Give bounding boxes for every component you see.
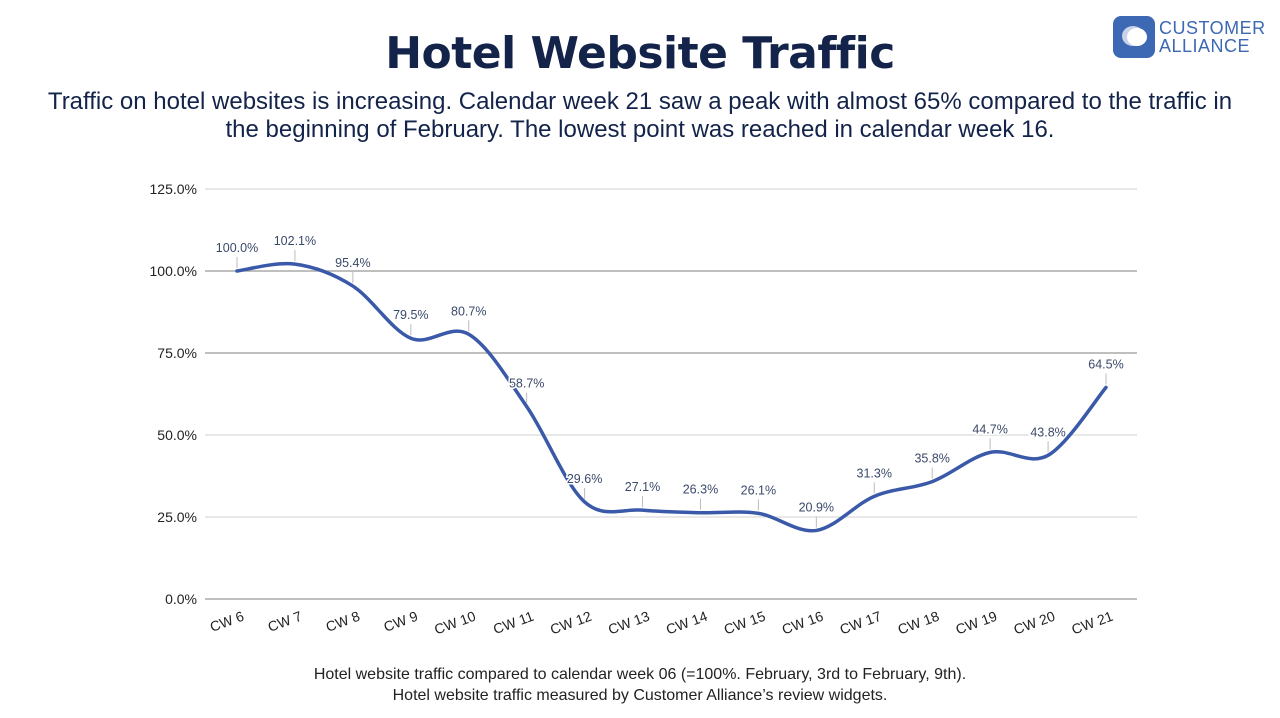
chart-subtitle: Traffic on hotel websites is increasing.…	[47, 88, 1233, 143]
y-tick-label: 50.0%	[157, 427, 197, 443]
y-tick-label: 125.0%	[150, 181, 197, 197]
data-label: 44.7%	[972, 422, 1007, 436]
footnote-line1: Hotel website traffic compared to calend…	[313, 666, 967, 683]
x-tick-label: CW 8	[324, 608, 363, 635]
x-tick-label: CW 17	[838, 608, 884, 638]
x-tick-label: CW 7	[266, 608, 305, 635]
x-tick-label: CW 14	[664, 608, 710, 638]
x-tick-label: CW 16	[780, 608, 826, 638]
data-label: 35.8%	[914, 452, 949, 466]
x-tick-label: CW 19	[953, 608, 999, 638]
data-label: 58.7%	[509, 376, 544, 390]
data-label: 26.3%	[683, 483, 718, 497]
speech-bubble-icon	[1113, 16, 1155, 58]
data-label: 80.7%	[451, 304, 486, 318]
x-tick-label: CW 20	[1011, 608, 1057, 638]
customer-alliance-logo: CUSTOMER ALLIANCE	[1113, 16, 1266, 58]
data-label: 27.1%	[625, 480, 660, 494]
data-label: 102.1%	[274, 234, 316, 248]
chart-footnote: Hotel website traffic compared to calend…	[0, 664, 1280, 706]
data-label: 79.5%	[393, 308, 428, 322]
data-label: 100.0%	[216, 241, 258, 255]
data-label: 29.6%	[567, 472, 602, 486]
data-label: 26.1%	[741, 483, 776, 497]
data-label: 43.8%	[1030, 425, 1065, 439]
series-line	[235, 261, 1108, 533]
data-label: 20.9%	[799, 500, 834, 514]
x-tick-label: CW 12	[548, 608, 594, 638]
logo-line2: ALLIANCE	[1159, 36, 1251, 56]
y-tick-label: 25.0%	[157, 509, 197, 525]
x-tick-label: CW 9	[381, 608, 420, 635]
y-tick-label: 0.0%	[165, 591, 197, 607]
data-label: 31.3%	[857, 466, 892, 480]
x-tick-label: CW 18	[896, 608, 942, 638]
y-tick-label: 100.0%	[150, 263, 197, 279]
x-tick-label: CW 21	[1069, 608, 1115, 638]
logo-line1: CUSTOMER	[1159, 18, 1266, 38]
x-tick-label: CW 10	[432, 608, 478, 638]
x-tick-label: CW 11	[491, 608, 536, 637]
x-tick-label: CW 6	[208, 608, 247, 635]
x-tick-label: CW 13	[606, 608, 652, 638]
x-tick-label: CW 15	[722, 608, 768, 638]
y-tick-label: 75.0%	[157, 345, 197, 361]
data-label: 95.4%	[335, 256, 370, 270]
chart-title: Hotel Website Traffic	[385, 28, 895, 79]
data-label: 64.5%	[1088, 357, 1123, 371]
footnote-line2: Hotel website traffic measured by Custom…	[392, 687, 888, 704]
